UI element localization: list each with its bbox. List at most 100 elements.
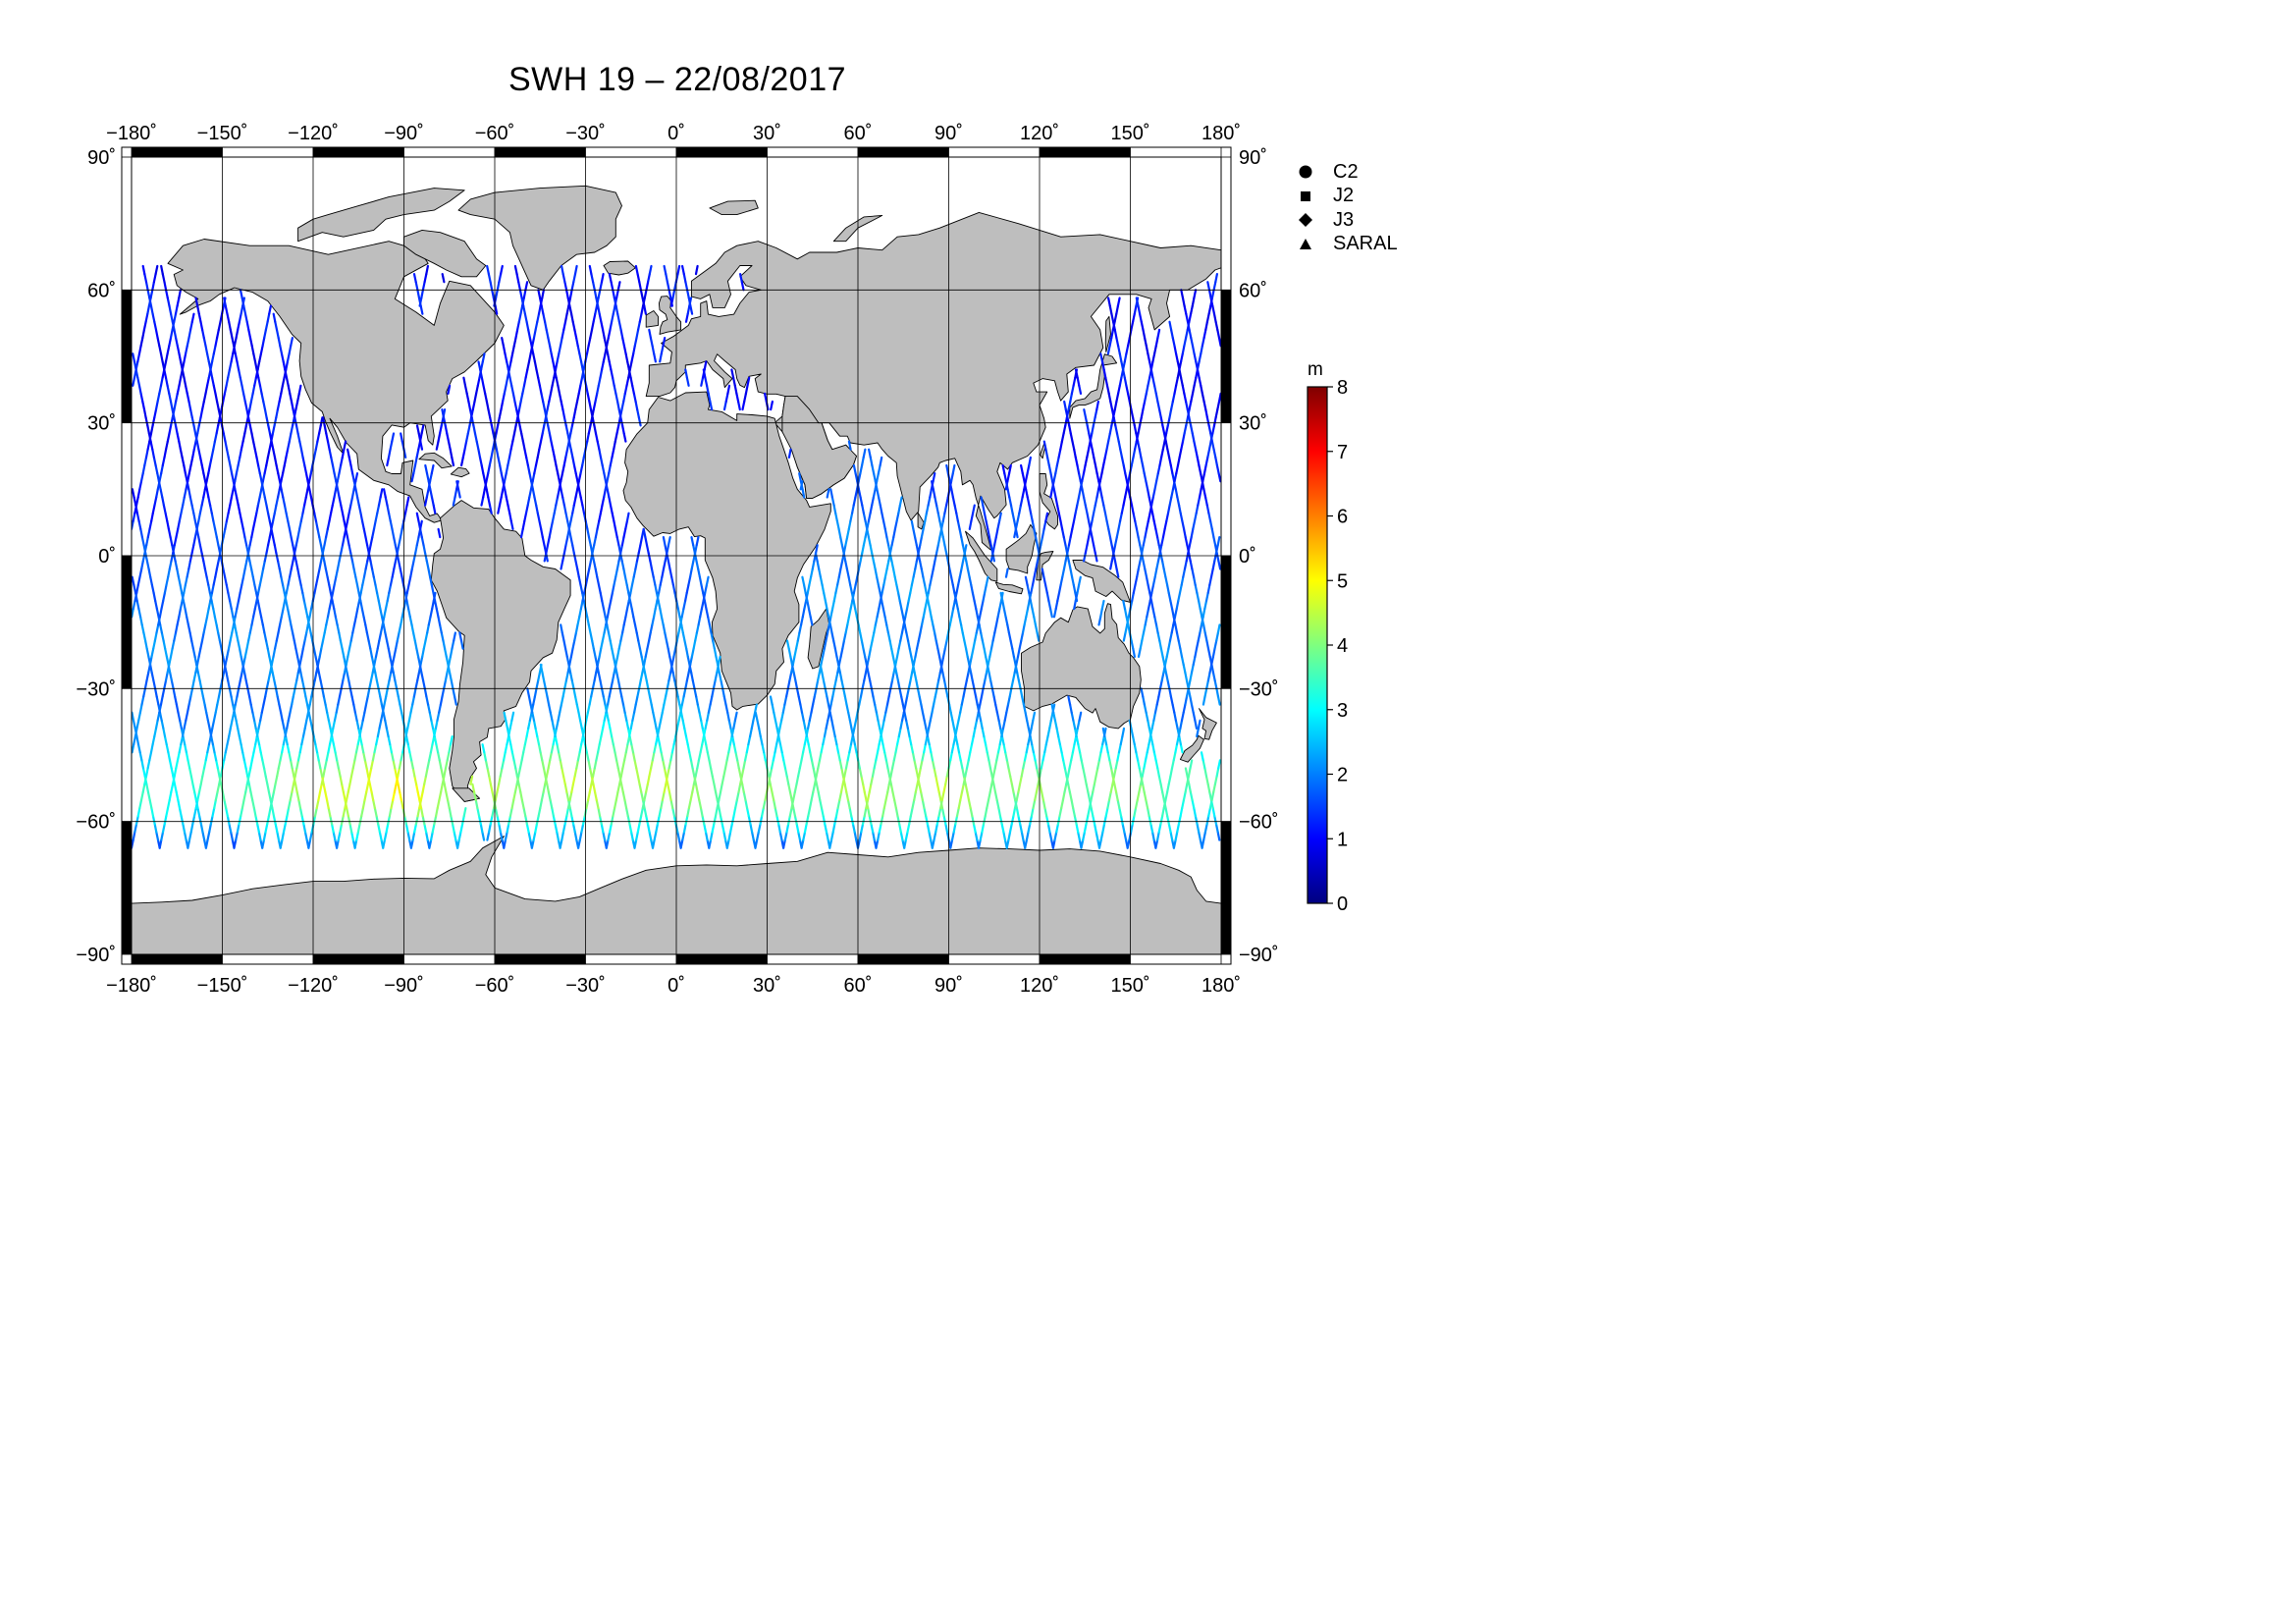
swh-track-segment (364, 623, 368, 634)
swh-track-segment (671, 289, 676, 299)
swh-track-segment (309, 719, 314, 730)
swh-track-segment (1146, 806, 1150, 818)
swh-track-segment (1069, 527, 1074, 539)
swh-track-segment (316, 432, 321, 443)
swh-track-segment (407, 607, 411, 619)
swh-track-segment (1209, 297, 1214, 307)
swh-track-segment (829, 695, 834, 706)
swh-track-segment (133, 504, 138, 514)
swh-track-segment (1192, 519, 1197, 531)
swh-track-segment (286, 352, 291, 363)
swh-track-segment (329, 815, 334, 826)
swh-track-segment (159, 376, 164, 387)
swh-track-segment (253, 512, 258, 522)
swh-track-segment (196, 790, 201, 802)
swh-track-segment (634, 560, 639, 570)
swh-track-segment (803, 599, 808, 611)
swh-track-segment (1106, 432, 1111, 443)
swh-track-segment (801, 488, 806, 499)
swh-track-segment (295, 671, 299, 682)
swh-track-segment (552, 448, 557, 459)
swh-track-segment (1162, 798, 1167, 810)
swh-track-segment (904, 831, 909, 841)
swh-track-segment (204, 384, 209, 395)
swh-track-segment (315, 575, 319, 586)
swh-track-segment (996, 607, 1001, 619)
swh-track-segment (960, 560, 965, 570)
swh-track-segment (990, 775, 995, 785)
swh-track-segment (424, 552, 428, 563)
swh-track-segment (816, 560, 821, 570)
map-frame (121, 146, 1232, 965)
swh-track-segment (875, 751, 880, 762)
swh-track-segment (359, 512, 364, 522)
swh-track-segment (1024, 472, 1029, 483)
swh-track-segment (1185, 312, 1190, 323)
swh-track-segment (424, 496, 428, 507)
swh-track-segment (588, 783, 593, 794)
swh-track-segment (959, 703, 963, 714)
swh-track-segment (834, 583, 839, 595)
swh-track-segment (1132, 647, 1137, 659)
swh-track-segment (936, 647, 941, 659)
swh-track-segment (988, 783, 993, 794)
swh-track-segment (836, 751, 841, 762)
swh-track-segment (1196, 727, 1201, 738)
swh-track-segment (144, 416, 149, 427)
swh-track-segment (161, 456, 166, 467)
swh-track-segment (746, 376, 751, 387)
swh-track-segment (987, 527, 991, 539)
swh-track-segment (187, 400, 192, 411)
swh-track-segment (263, 552, 268, 563)
frame-segment-bottom (675, 953, 768, 965)
swh-track-segment (672, 734, 677, 746)
swh-track-segment (408, 751, 413, 762)
swh-track-segment (627, 591, 632, 603)
swh-track-segment (136, 352, 141, 363)
swh-track-segment (901, 703, 906, 714)
swh-track-segment (526, 687, 531, 698)
swh-track-segment (1139, 544, 1144, 555)
swh-track-segment (1163, 655, 1168, 667)
swh-track-segment (228, 823, 233, 834)
swh-track-segment (142, 320, 147, 331)
swh-track-segment (949, 711, 954, 722)
swh-track-segment (741, 400, 746, 411)
swh-track-segment (178, 376, 183, 387)
swh-track-segment (804, 591, 809, 603)
swh-track-segment (352, 616, 357, 626)
swh-track-segment (192, 806, 197, 818)
swh-track-segment (1166, 416, 1171, 427)
swh-track-segment (194, 297, 199, 307)
swh-track-segment (1130, 320, 1135, 331)
swh-track-segment (572, 687, 577, 698)
swh-track-segment (1099, 352, 1104, 363)
swh-track-segment (702, 591, 707, 603)
swh-track-segment (290, 535, 294, 547)
swh-track-segment (852, 734, 857, 746)
swh-track-segment (933, 631, 937, 642)
swh-track-segment (1092, 815, 1096, 826)
swh-track-segment (373, 806, 378, 818)
swh-track-segment (156, 392, 161, 404)
swh-track-segment (189, 687, 194, 698)
swh-track-segment (840, 679, 845, 690)
swh-track-segment (236, 360, 240, 371)
swh-track-segment (354, 607, 359, 619)
swh-track-segment (241, 527, 246, 539)
swh-track-segment (1041, 751, 1046, 762)
swh-track-segment (504, 743, 508, 754)
swh-track-segment (570, 281, 575, 292)
swh-track-segment (965, 759, 970, 770)
swh-track-segment (889, 767, 894, 778)
swh-track-segment (620, 400, 625, 411)
swh-track-segment (503, 472, 507, 483)
swh-track-segment (400, 798, 404, 810)
swh-track-segment (831, 727, 836, 738)
swh-track-segment (138, 568, 143, 578)
swh-track-segment (968, 663, 973, 675)
swh-track-segment (733, 798, 738, 810)
swh-track-segment (449, 647, 454, 659)
swh-track-segment (857, 488, 862, 499)
swh-track-segment (231, 472, 235, 483)
